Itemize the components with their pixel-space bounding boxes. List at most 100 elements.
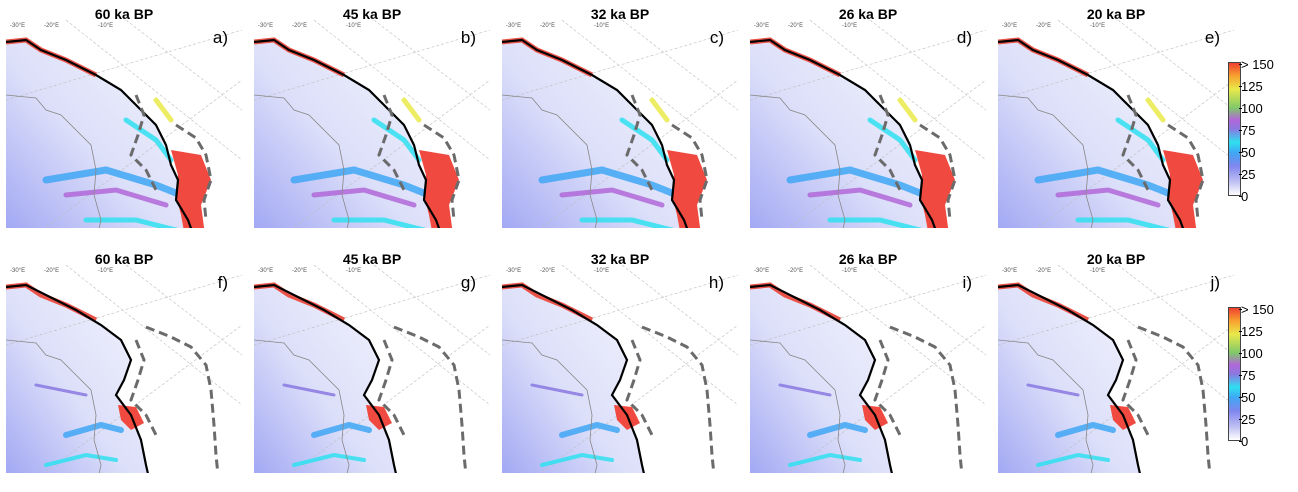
- graticule-line: [1057, 20, 1234, 161]
- longitude-label: -30°E: [754, 23, 770, 29]
- graticule-line: [809, 20, 986, 161]
- map-panel: 45 ka BP b) -30°E -20°E -10°E: [254, 6, 490, 228]
- ice-margin-line: [998, 283, 1141, 473]
- longitude-label: -30°E: [1002, 23, 1018, 29]
- drainage-divide-line: [254, 339, 350, 473]
- velocity-map: [998, 265, 1234, 473]
- velocity-map: [254, 265, 490, 473]
- ice-stream: [371, 117, 422, 163]
- map-panel: 60 ka BP f) -30°E -20°E -10°E: [6, 251, 242, 473]
- ice-stream: [807, 187, 913, 208]
- panel-label: h): [708, 273, 724, 292]
- ice-stream: [1034, 166, 1177, 199]
- ice-stream: [786, 166, 929, 199]
- ice-stream: [619, 117, 670, 163]
- drainage-divide-line: [502, 94, 598, 228]
- panel-label: e): [1204, 28, 1220, 47]
- ice-stream: [1075, 217, 1170, 228]
- longitude-label: -30°E: [1002, 268, 1018, 274]
- panel-label: d): [956, 28, 972, 47]
- colorbar-tick: > 150: [1239, 57, 1274, 72]
- ice-sheet-area: [750, 40, 935, 228]
- graticule-line: [621, 20, 738, 111]
- ice-stream: [538, 166, 681, 199]
- reconstructed-margin-dashed: [919, 123, 957, 221]
- graticule-line: [1117, 265, 1234, 356]
- reconstructed-margin-dashed: [1137, 325, 1212, 473]
- drainage-divide-line: [6, 94, 102, 228]
- longitude-label: -20°E: [44, 23, 60, 29]
- reconstructed-margin-dashed: [671, 123, 709, 221]
- reconstructed-margin-dashed: [873, 339, 902, 436]
- graticule-line: [125, 20, 242, 111]
- graticule-line: [561, 20, 738, 161]
- colorbar-tick: 50: [1238, 145, 1256, 160]
- graticule-line: [750, 274, 986, 346]
- ice-sheet-area: [254, 40, 439, 228]
- longitude-label: -30°E: [258, 23, 274, 29]
- panel-title: 32 ka BP: [590, 251, 650, 267]
- ice-stream: [530, 383, 584, 397]
- ice-margin-line: [502, 283, 645, 473]
- colorbar-tick: 100: [1239, 101, 1263, 116]
- graticule-line: [6, 274, 242, 346]
- reconstructed-margin-dashed: [377, 339, 406, 436]
- velocity-map: [998, 20, 1234, 228]
- longitude-label: -30°E: [258, 268, 274, 274]
- graticule-line: [125, 265, 242, 356]
- longitude-label: -20°E: [1036, 23, 1052, 29]
- reconstructed-margin-dashed: [175, 123, 213, 221]
- velocity-map: [254, 20, 490, 228]
- drainage-divide-line: [750, 94, 846, 228]
- longitude-label: -10°E: [346, 268, 362, 274]
- velocity-map: [502, 20, 738, 228]
- velocity-map: [6, 265, 242, 473]
- ice-sheet-area: [6, 40, 191, 228]
- ice-stream: [1026, 383, 1080, 397]
- map-panel: 20 ka BP j) -30°E -20°E -10°E: [998, 251, 1234, 473]
- colorbar-tick: 0: [1238, 434, 1249, 449]
- ice-stream: [788, 452, 862, 467]
- graticule-line: [809, 265, 986, 406]
- ice-stream: [83, 217, 178, 228]
- graticule-line: [502, 274, 738, 346]
- panel-title: 45 ka BP: [342, 251, 402, 267]
- ice-stream: [807, 421, 868, 438]
- drainage-divide-line: [998, 94, 1094, 228]
- panel-title: 60 ka BP: [94, 251, 154, 267]
- longitude-label: -10°E: [1090, 23, 1106, 29]
- graticule-line: [292, 79, 490, 228]
- ice-stream: [778, 383, 832, 397]
- graticule-line: [998, 274, 1234, 346]
- graticule-line: [254, 29, 490, 101]
- panel-title: 60 ka BP: [94, 6, 154, 22]
- ice-stream: [897, 97, 918, 123]
- graticule-line: [502, 29, 738, 101]
- colorbar-tick: 25: [1238, 412, 1256, 427]
- reconstructed-margin-dashed: [423, 123, 461, 221]
- reconstructed-margin-dashed: [1121, 94, 1150, 191]
- drainage-divide-line: [998, 339, 1094, 473]
- ice-margin-line: [750, 38, 937, 228]
- graticule-line: [1057, 265, 1234, 406]
- ice-stream: [290, 166, 433, 199]
- velocity-map: [6, 20, 242, 228]
- map-panel: 20 ka BP e) -30°E -20°E -10°E: [998, 6, 1234, 228]
- graticule-line: [561, 265, 738, 406]
- drainage-divide-line: [254, 94, 350, 228]
- graticule-line: [788, 79, 986, 228]
- longitude-label: -30°E: [10, 268, 26, 274]
- reconstructed-margin-dashed: [873, 94, 902, 191]
- graticule-line: [254, 274, 490, 346]
- ice-stream: [1145, 97, 1166, 123]
- ice-margin-line: [998, 38, 1185, 228]
- graticule-line: [540, 79, 738, 228]
- panel-label: g): [460, 273, 476, 292]
- longitude-label: -30°E: [506, 268, 522, 274]
- ice-stream: [1055, 187, 1161, 208]
- graticule-line: [6, 29, 242, 101]
- reconstructed-margin-dashed: [889, 325, 964, 473]
- graticule-line: [621, 265, 738, 356]
- ice-stream: [401, 97, 422, 123]
- panel-title: 20 ka BP: [1086, 6, 1146, 22]
